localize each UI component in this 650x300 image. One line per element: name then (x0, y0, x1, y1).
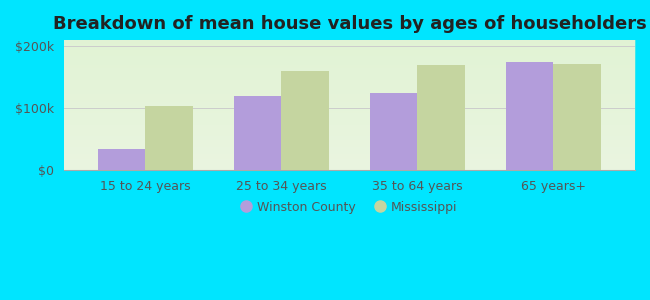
Bar (370, 93, 417, 170)
Bar (234, 96, 281, 170)
Bar (553, 64, 601, 170)
Title: Breakdown of mean house values by ages of householders: Breakdown of mean house values by ages o… (53, 15, 646, 33)
Bar (417, 65, 465, 170)
Bar (281, 71, 329, 170)
Bar (98, 148, 146, 170)
Legend: Winston County, Mississippi: Winston County, Mississippi (236, 196, 463, 219)
Bar (506, 62, 553, 170)
Bar (146, 106, 193, 170)
